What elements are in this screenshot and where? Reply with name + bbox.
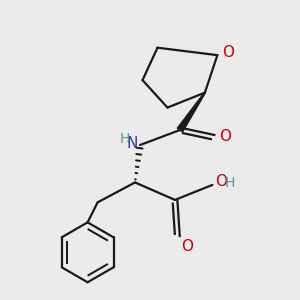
Text: N: N	[127, 136, 138, 151]
Text: O: O	[182, 239, 194, 254]
Text: H: H	[120, 132, 130, 146]
Text: O: O	[219, 128, 231, 143]
Text: H: H	[224, 176, 235, 190]
Text: O: O	[215, 174, 227, 189]
Polygon shape	[177, 92, 205, 132]
Text: O: O	[222, 45, 234, 60]
